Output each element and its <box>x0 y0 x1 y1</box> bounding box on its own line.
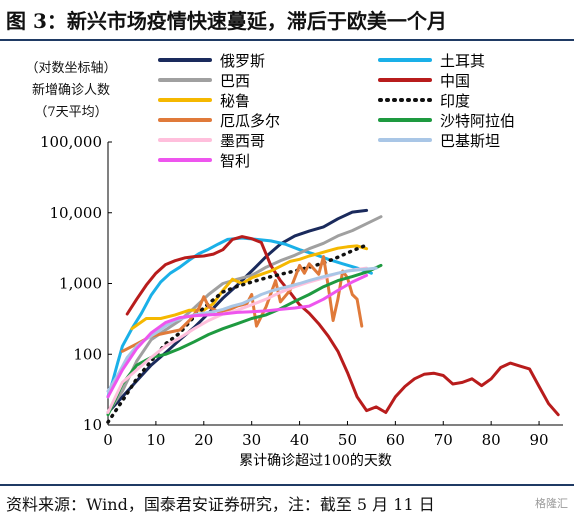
y-axis-label-line: （7天平均） <box>34 105 108 120</box>
source-note: 资料来源：Wind，国泰君安证券研究，注：截至 5 月 11 日 <box>6 495 435 514</box>
legend-label: 俄罗斯 <box>220 52 265 70</box>
x-tick-label: 50 <box>338 431 357 449</box>
legend-label: 土耳其 <box>440 52 485 70</box>
y-tick-label: 10 <box>83 416 102 434</box>
legend-label: 智利 <box>220 152 250 170</box>
y-tick-label: 1,000 <box>59 275 102 293</box>
series-line <box>125 235 560 417</box>
x-tick-label: 80 <box>482 431 501 449</box>
x-tick-label: 40 <box>290 431 309 449</box>
y-tick-label: 10,000 <box>50 204 103 222</box>
legend-label: 秘鲁 <box>220 92 250 110</box>
series-line <box>106 273 369 399</box>
x-tick-label: 10 <box>146 431 165 449</box>
legend-label: 厄瓜多尔 <box>220 112 280 130</box>
series-line <box>130 244 369 331</box>
x-tick-label: 70 <box>434 431 453 449</box>
legend-label: 印度 <box>440 92 470 110</box>
x-tick-label: 0 <box>103 431 113 449</box>
legend-label: 中国 <box>440 72 470 90</box>
y-tick-label: 100,000 <box>40 133 102 151</box>
legend-label: 巴西 <box>220 72 250 90</box>
x-axis-label: 累计确诊超过100的天数 <box>239 453 392 469</box>
legend-label: 沙特阿拉伯 <box>440 112 515 130</box>
series-line <box>106 215 383 414</box>
series-line <box>106 266 378 393</box>
y-axis-label-line: 新增确诊人数 <box>31 83 110 98</box>
x-tick-label: 30 <box>242 431 261 449</box>
legend-label: 巴基斯坦 <box>440 132 500 150</box>
page-title: 图 3：新兴市场疫情快速蔓延，滞后于欧美一个月 <box>6 9 447 33</box>
x-tick-label: 90 <box>530 431 549 449</box>
y-axis-label: （对数坐标轴） 新增确诊人数 （7天平均） <box>8 58 134 124</box>
top-rule <box>0 39 574 41</box>
y-axis-label-line: （对数坐标轴） <box>25 61 117 76</box>
x-tick-label: 20 <box>194 431 213 449</box>
x-tick-label: 60 <box>386 431 405 449</box>
footer-rule <box>0 484 574 486</box>
legend-label: 墨西哥 <box>220 132 265 150</box>
title-bar: 图 3：新兴市场疫情快速蔓延，滞后于欧美一个月 <box>0 0 574 40</box>
series-line <box>120 255 364 353</box>
y-tick-label: 100 <box>73 345 102 363</box>
watermark: 格隆汇 <box>535 497 568 510</box>
